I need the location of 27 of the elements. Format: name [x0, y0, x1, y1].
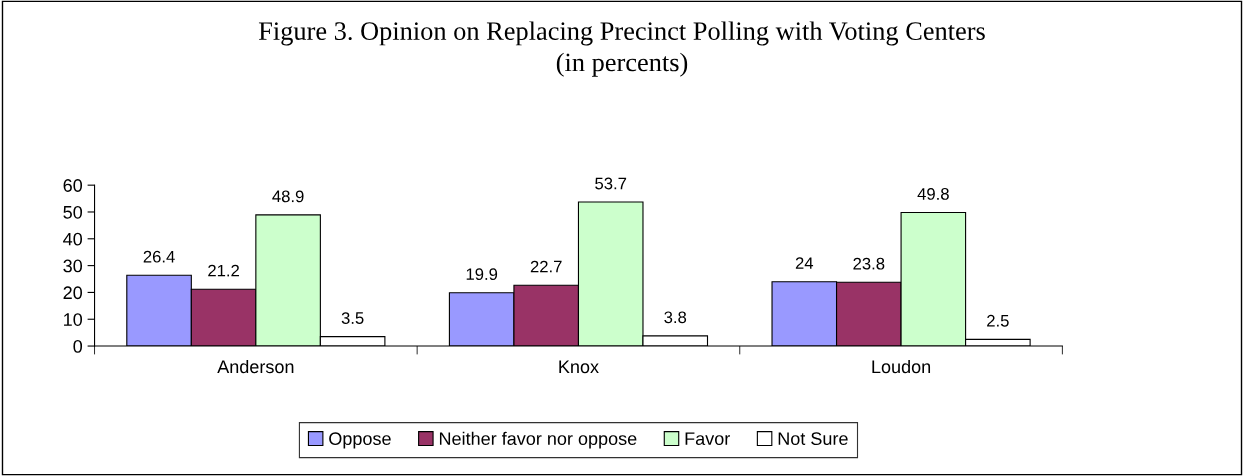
- y-tick-label: 50: [63, 205, 83, 219]
- y-tick-label: 20: [63, 286, 83, 300]
- x-tick-label: Knox: [559, 360, 599, 374]
- data-label: 24: [795, 257, 814, 269]
- y-tick-label: 30: [63, 259, 83, 273]
- y-tick-label: 0: [73, 339, 83, 353]
- legend-label: Oppose: [329, 432, 391, 449]
- y-tick-label: 10: [64, 313, 83, 326]
- data-label: 2.5: [987, 314, 1009, 327]
- y-tick-label: 60: [63, 179, 83, 192]
- x-tick-label: Anderson: [217, 359, 294, 374]
- data-label: 53.7: [595, 177, 627, 190]
- data-label: 22.7: [530, 260, 562, 273]
- legend-label: Not Sure: [778, 432, 848, 446]
- chart-title: Figure 3. Opinion on Replacing Precinct Polling with Voting Centers (in percents): [258, 21, 985, 77]
- y-tick-label: 40: [63, 232, 83, 246]
- legend-label: Favor: [685, 432, 730, 446]
- legend-label: Neither favor nor oppose: [439, 431, 637, 449]
- data-label: 49.8: [917, 188, 949, 200]
- data-label: 26.4: [143, 250, 175, 263]
- data-label: 48.9: [272, 190, 304, 203]
- data-label: 3.8: [664, 311, 687, 324]
- data-label: 21.2: [208, 264, 239, 277]
- data-label: 3.5: [341, 312, 364, 324]
- data-label: 19.9: [466, 268, 498, 281]
- x-tick-label: Loudon: [872, 359, 931, 374]
- data-label: 23.8: [853, 257, 885, 270]
